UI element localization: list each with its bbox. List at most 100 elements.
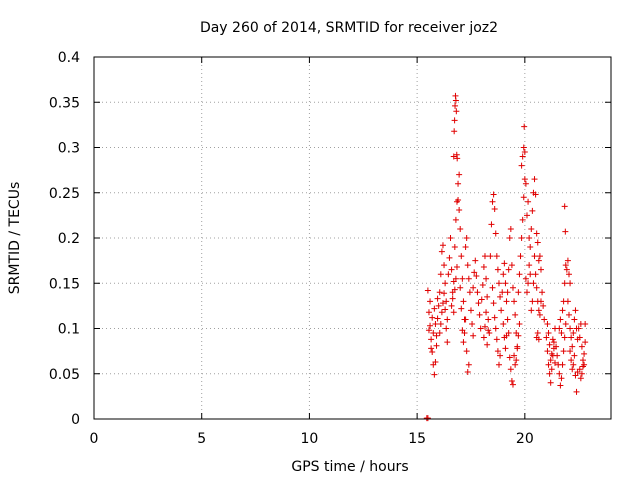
data-point (572, 372, 579, 379)
data-point (504, 316, 511, 323)
data-point (451, 128, 458, 135)
data-point (484, 293, 491, 300)
data-point (512, 361, 519, 368)
data-point (540, 302, 547, 309)
data-point (447, 235, 454, 241)
x-tick-label: 10 (301, 431, 319, 447)
data-point (450, 309, 457, 316)
data-point (525, 198, 532, 205)
data-point (560, 348, 567, 355)
data-point (459, 275, 466, 282)
data-point (490, 191, 497, 198)
data-point (462, 316, 469, 323)
data-point (430, 330, 437, 337)
data-point (546, 370, 553, 377)
data-point (490, 300, 497, 307)
data-point (569, 366, 576, 373)
data-point (581, 350, 588, 357)
data-point (562, 262, 569, 269)
data-point (499, 289, 506, 296)
data-point (544, 348, 551, 355)
data-point (449, 295, 456, 302)
data-point (576, 366, 583, 373)
y-tick-label: 0.05 (49, 367, 80, 383)
data-point (536, 253, 543, 260)
data-point (437, 271, 444, 278)
data-point (494, 266, 501, 273)
data-point (437, 320, 444, 327)
data-point (536, 311, 543, 318)
data-point (564, 257, 571, 264)
data-point (470, 284, 477, 291)
data-point (509, 284, 516, 291)
data-point (554, 352, 561, 359)
data-point (467, 307, 474, 314)
y-tick-label: 0.25 (49, 186, 80, 202)
plot-frame (93, 56, 612, 420)
data-point (441, 262, 448, 269)
data-point (533, 230, 540, 237)
data-point (550, 339, 557, 346)
data-point (568, 357, 575, 364)
data-point (522, 180, 529, 187)
data-point (438, 309, 445, 316)
data-point (425, 327, 432, 334)
x-tick-label: 0 (90, 431, 99, 447)
data-point (511, 298, 518, 305)
data-point (451, 286, 458, 293)
data-point (582, 320, 589, 327)
data-point (548, 350, 555, 357)
data-point (537, 298, 544, 305)
data-point (520, 194, 527, 201)
data-point (520, 144, 527, 151)
data-point (516, 271, 523, 278)
data-point (445, 271, 452, 278)
data-point (570, 361, 577, 368)
data-point (434, 295, 441, 302)
data-point (473, 273, 480, 280)
data-point (463, 348, 470, 355)
data-point (556, 370, 563, 377)
data-point (474, 289, 481, 296)
data-point (519, 153, 526, 160)
data-point (464, 368, 471, 375)
y-tick-label: 0.4 (58, 50, 80, 66)
data-point (439, 300, 446, 307)
chart-title: Day 260 of 2014, SRMTID for receiver joz… (200, 20, 498, 36)
data-point (507, 366, 514, 373)
y-tick-label: 0.3 (58, 141, 80, 157)
data-point (530, 280, 537, 287)
data-point (443, 298, 450, 305)
data-point (452, 97, 459, 104)
data-point (579, 357, 586, 364)
data-point (521, 176, 528, 183)
data-point (497, 293, 504, 300)
y-tick-label: 0.2 (58, 231, 80, 247)
data-point (462, 244, 469, 251)
data-point (565, 271, 572, 278)
data-point (508, 377, 515, 384)
data-point (544, 320, 551, 327)
data-point (450, 153, 457, 160)
data-point (428, 345, 435, 352)
data-point (558, 375, 565, 382)
data-point (571, 316, 578, 323)
data-point (505, 266, 512, 273)
data-point (532, 191, 539, 198)
data-point (466, 289, 473, 296)
data-point (431, 305, 438, 312)
data-point (488, 221, 495, 228)
data-point (568, 334, 575, 341)
data-point (495, 361, 502, 368)
data-point (526, 262, 533, 269)
data-point (535, 307, 542, 314)
data-point (545, 330, 552, 337)
x-axis-label: GPS time / hours (291, 459, 408, 475)
data-point (458, 305, 465, 312)
data-point (487, 253, 494, 260)
data-point (523, 289, 530, 296)
data-point (505, 330, 512, 337)
data-point (553, 343, 560, 350)
data-point (489, 284, 496, 291)
